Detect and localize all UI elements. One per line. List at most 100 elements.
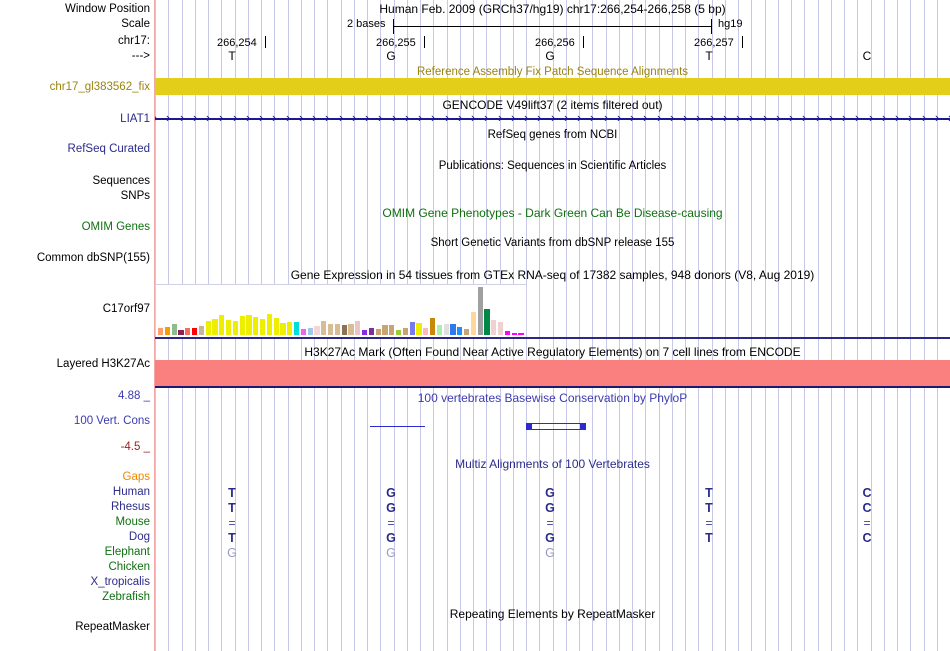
label-layered-h3k27ac[interactable]: Layered H3K27Ac xyxy=(56,358,150,370)
gtex-tissue-bar[interactable] xyxy=(464,328,470,335)
gtex-tissue-bar[interactable] xyxy=(164,327,171,335)
gtex-tissue-bar[interactable] xyxy=(212,318,218,335)
gtex-tissue-bar[interactable] xyxy=(287,322,293,335)
strand-arrow-icon: › xyxy=(763,110,768,125)
species-label-elephant[interactable]: Elephant xyxy=(104,546,150,558)
gtex-tissue-bar[interactable] xyxy=(423,328,429,335)
gtex-tissue-bar[interactable] xyxy=(389,324,395,335)
strand-arrow-icon: › xyxy=(325,110,330,125)
gtex-tissue-bar[interactable] xyxy=(450,324,456,335)
gtex-tissue-bar[interactable] xyxy=(477,286,483,335)
species-label-x_tropicalis[interactable]: X_tropicalis xyxy=(90,576,150,588)
gtex-tissue-bar[interactable] xyxy=(409,322,415,335)
conservation-mark-1[interactable] xyxy=(370,426,425,427)
label-fix-patch-track[interactable]: chr17_gl383562_fix xyxy=(49,81,150,93)
gtex-tissue-bar[interactable] xyxy=(416,323,422,335)
conservation-mark-2a[interactable] xyxy=(526,423,586,424)
gtex-tissue-bar[interactable] xyxy=(266,314,273,335)
gtex-tissue-bar[interactable] xyxy=(504,331,511,335)
scale-bar-line xyxy=(393,26,711,27)
gtex-tissue-bar[interactable] xyxy=(239,316,245,335)
gtex-tissue-bar[interactable] xyxy=(314,325,320,335)
species-label-chicken[interactable]: Chicken xyxy=(108,561,150,573)
gtex-tissue-bar[interactable] xyxy=(436,325,443,335)
alignment-row-x_tropicalis[interactable] xyxy=(155,576,950,591)
gtex-tissue-bar[interactable] xyxy=(294,321,300,335)
h3k27ac-signal-band[interactable] xyxy=(155,360,950,386)
track-data-pane[interactable]: Human Feb. 2009 (GRCh37/hg19) chr17:266,… xyxy=(155,0,950,651)
track-title-gencode: GENCODE V49lift37 (2 items filtered out) xyxy=(442,98,663,112)
gtex-tissue-bar[interactable] xyxy=(341,324,347,335)
gtex-tissue-bar[interactable] xyxy=(219,315,225,335)
species-label-zebrafish[interactable]: Zebrafish xyxy=(102,591,150,603)
gtex-tissue-bar[interactable] xyxy=(273,317,279,335)
gtex-tissue-bar[interactable] xyxy=(226,320,232,335)
strand-arrow-icon: › xyxy=(696,110,701,125)
gtex-tissue-bar[interactable] xyxy=(362,330,368,335)
label-omim-genes[interactable]: OMIM Genes xyxy=(81,221,150,233)
gtex-tissue-bar[interactable] xyxy=(334,324,341,335)
gtex-tissue-bar[interactable] xyxy=(246,315,252,335)
gtex-tissue-bar[interactable] xyxy=(307,327,313,335)
gtex-tissue-bar[interactable] xyxy=(396,329,402,335)
gtex-tissue-bar[interactable] xyxy=(198,326,205,335)
species-label-human[interactable]: Human xyxy=(112,486,150,498)
gtex-tissue-bar[interactable] xyxy=(253,317,259,335)
gtex-tissue-bar[interactable] xyxy=(518,333,524,335)
gtex-tissue-bar[interactable] xyxy=(402,328,409,335)
strand-arrow-icon: › xyxy=(233,110,238,125)
strand-arrow-icon: › xyxy=(643,110,648,125)
gtex-tissue-bar[interactable] xyxy=(457,326,463,335)
species-label-mouse[interactable]: Mouse xyxy=(115,516,150,528)
gtex-tissue-bar[interactable] xyxy=(185,328,191,335)
species-label-dog[interactable]: Dog xyxy=(128,531,150,543)
gtex-tissue-bar[interactable] xyxy=(321,321,327,335)
conservation-mark-2b[interactable] xyxy=(526,429,586,430)
gtex-tissue-bar[interactable] xyxy=(192,327,198,335)
gtex-tissue-bar[interactable] xyxy=(368,327,375,335)
gtex-tissue-bar[interactable] xyxy=(171,324,177,335)
gtex-tissue-bar[interactable] xyxy=(205,321,211,335)
gtex-tissue-bar[interactable] xyxy=(158,328,164,335)
label-common-dbsnp[interactable]: Common dbSNP(155) xyxy=(36,252,150,264)
gtex-tissue-bar[interactable] xyxy=(260,318,266,335)
gtex-tissue-bar[interactable] xyxy=(328,324,334,335)
species-label-rhesus[interactable]: Rhesus xyxy=(111,501,150,513)
gtex-tissue-bar[interactable] xyxy=(382,325,388,335)
gtex-tissue-bar[interactable] xyxy=(280,322,286,335)
gtex-tissue-bar[interactable] xyxy=(491,319,497,335)
gtex-tissue-bar[interactable] xyxy=(355,320,361,335)
gtex-tissue-bar[interactable] xyxy=(498,322,504,335)
label-snps[interactable]: SNPs xyxy=(120,190,150,202)
label-gencode-gene[interactable]: LIAT1 xyxy=(120,113,150,125)
label-100-vert-cons[interactable]: 100 Vert. Cons xyxy=(73,415,150,427)
alignment-base: = xyxy=(387,516,395,530)
label-gaps[interactable]: Gaps xyxy=(122,471,151,483)
label-sequences[interactable]: Sequences xyxy=(92,175,150,187)
gridline xyxy=(871,0,872,651)
gtex-tissue-bar[interactable] xyxy=(511,333,517,335)
gtex-tissue-bar[interactable] xyxy=(484,309,490,335)
gtex-tissue-bar[interactable] xyxy=(375,329,381,335)
label-refseq-curated[interactable]: RefSeq Curated xyxy=(67,143,150,155)
alignment-row-chicken[interactable] xyxy=(155,561,950,576)
label-repeatmasker[interactable]: RepeatMasker xyxy=(75,621,150,633)
gtex-tissue-bar[interactable] xyxy=(443,324,449,335)
fix-patch-feature-band[interactable] xyxy=(155,78,950,95)
alignment-row-mouse[interactable]: = = = = = xyxy=(155,516,950,531)
label-gtex-gene[interactable]: C17orf97 xyxy=(102,303,150,315)
gtex-tissue-bar[interactable] xyxy=(348,323,354,335)
gtex-tissue-bar[interactable] xyxy=(178,329,184,335)
gtex-tissue-bar[interactable] xyxy=(232,321,239,335)
alignment-row-zebrafish[interactable] xyxy=(155,591,950,606)
liat1-gene-line[interactable] xyxy=(155,118,950,120)
gtex-expression-chart[interactable] xyxy=(155,284,527,338)
gtex-tissue-bar[interactable] xyxy=(430,318,436,335)
gtex-tissue-bar[interactable] xyxy=(470,312,477,335)
gtex-tissue-bar[interactable] xyxy=(300,328,307,335)
